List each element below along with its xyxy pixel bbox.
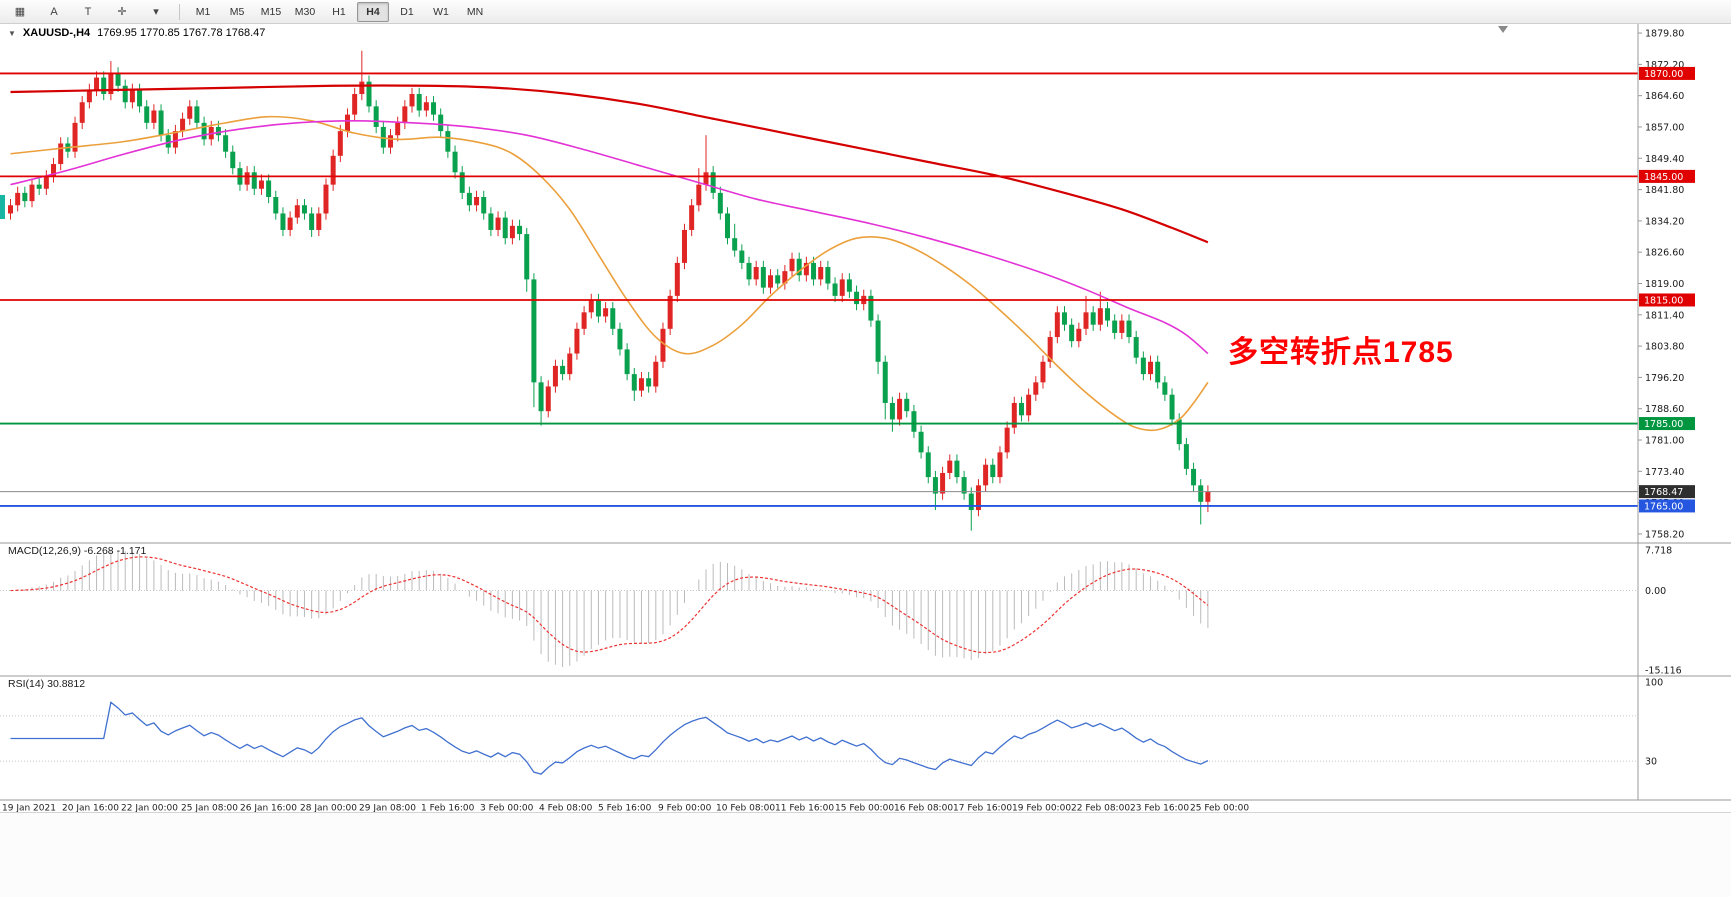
timeframe-button-d1[interactable]: D1 <box>400 5 414 18</box>
chart-region: 1879.80 1872.20 1864.60 1857.00 1849.40 1841.… <box>0 24 1731 812</box>
time-axis-label: 3 Feb 00:00 <box>480 804 534 813</box>
macd-scale-zero: 0.00 <box>1645 586 1666 597</box>
price-axis-label: 1773.40 <box>1645 467 1684 478</box>
top-toolbar: ▦ A T ✛ ▾ M1 M5 M15 M30 H1 H4 D1 W1 MN <box>0 0 1731 24</box>
macd-name: MACD(12,26,9) <box>8 545 81 557</box>
text-label-icon[interactable]: A <box>50 5 58 18</box>
price-axis-label: 1811.40 <box>1645 310 1684 321</box>
price-tag-label: 1845.00 <box>1644 172 1683 183</box>
time-axis-label: 22 Feb 08:00 <box>1071 804 1130 813</box>
macd-histogram <box>17 550 1209 667</box>
time-axis-label: 17 Feb 16:00 <box>953 804 1012 813</box>
price-axis-label: 1879.80 <box>1645 29 1684 40</box>
time-axis-label: 28 Jan 00:00 <box>300 804 357 813</box>
rsi-label: RSI(14) 30.8812 <box>8 678 85 690</box>
time-axis-label: 19 Feb 00:00 <box>1012 804 1071 813</box>
toolbar-icon-group: ▦ A T ✛ ▾ <box>4 2 172 22</box>
ma-magenta-line <box>10 119 1209 355</box>
symbol-name: XAUUSD-,H4 <box>22 27 91 39</box>
toolbar-separator <box>179 3 180 20</box>
time-axis-label: 11 Feb 16:00 <box>775 804 834 813</box>
macd-label: MACD(12,26,9) -6.268 -1.171 <box>8 545 146 557</box>
price-tag <box>1639 417 1695 431</box>
ma-red-line <box>10 84 1209 244</box>
collapse-triangle-icon[interactable]: ▼ <box>8 28 16 38</box>
price-tag <box>1639 499 1695 513</box>
price-axis-label: 1826.60 <box>1645 248 1684 259</box>
time-axis-label: 25 Jan 08:00 <box>181 804 238 813</box>
price-axis-label: 1788.60 <box>1645 404 1684 415</box>
price-axis-label: 1857.00 <box>1645 122 1684 133</box>
time-axis-label: 5 Feb 16:00 <box>598 804 652 813</box>
ohlc-values: 1769.95 1770.85 1767.78 1768.47 <box>97 27 266 39</box>
time-axis-label: 19 Jan 2021 <box>2 804 56 813</box>
price-tag-label: 1870.00 <box>1644 69 1683 80</box>
price-axis-label: 1864.60 <box>1645 91 1684 102</box>
chart-grid-icon[interactable]: ▦ <box>14 6 26 18</box>
macd-scale-max: 7.718 <box>1645 546 1672 557</box>
timeframe-button-w1[interactable]: W1 <box>433 5 449 18</box>
price-axis-label: 1872.20 <box>1645 60 1684 71</box>
rsi-scale-top: 100 <box>1645 678 1663 689</box>
macd-scale-min: -15.116 <box>1645 666 1682 677</box>
symbol-info: ▼ XAUUSD-,H4 1769.95 1770.85 1767.78 176… <box>8 27 265 39</box>
price-axis-label: 1841.80 <box>1645 185 1684 196</box>
time-axis-label: 10 Feb 08:00 <box>716 804 775 813</box>
timeframe-button-m30[interactable]: M30 <box>294 5 316 18</box>
time-axis-label: 29 Jan 08:00 <box>359 804 416 813</box>
price-tag-label: 1785.00 <box>1644 419 1683 430</box>
price-tag <box>1639 485 1695 499</box>
time-axis-label: 22 Jan 00:00 <box>121 804 178 813</box>
time-axis-label: 25 Feb 00:00 <box>1190 804 1249 813</box>
timeframe-button-m1[interactable]: M1 <box>195 5 211 18</box>
chart-shift-marker[interactable] <box>1498 26 1508 33</box>
text-box-icon[interactable]: T <box>84 5 92 18</box>
price-axis-label: 1758.20 <box>1645 529 1684 540</box>
time-axis-label: 15 Feb 00:00 <box>835 804 894 813</box>
time-axis-label: 26 Jan 16:00 <box>240 804 297 813</box>
price-axis-label: 1781.00 <box>1645 436 1684 447</box>
rsi-scale-level: 30 <box>1645 757 1657 768</box>
time-axis-label: 4 Feb 08:00 <box>539 804 593 813</box>
timeframe-button-m15[interactable]: M15 <box>260 5 282 18</box>
timeframe-button-mn[interactable]: MN <box>466 5 484 18</box>
chart-background <box>0 24 1731 812</box>
annotation-text[interactable]: 多空转折点1785 <box>1228 336 1454 369</box>
macd-values: -6.268 -1.171 <box>83 545 147 557</box>
crosshair-icon[interactable]: ✛ <box>117 6 127 18</box>
price-axis[interactable] <box>1639 24 1731 800</box>
rsi-value: 30.8812 <box>47 678 86 690</box>
price-axis-label: 1819.00 <box>1645 279 1684 290</box>
price-axis-label: 1803.80 <box>1645 342 1684 353</box>
timeframe-button-h1[interactable]: H1 <box>332 5 346 18</box>
candles-layer <box>8 50 1211 531</box>
time-axis-label: 9 Feb 00:00 <box>658 804 712 813</box>
price-axis-label: 1796.20 <box>1645 373 1684 384</box>
price-axis-label: 1834.20 <box>1645 216 1684 227</box>
time-axis-label: 20 Jan 16:00 <box>62 804 119 813</box>
macd-signal-line <box>10 556 1209 654</box>
chart-canvas[interactable]: 1879.80 1872.20 1864.60 1857.00 1849.40 1841.… <box>0 24 1731 812</box>
price-tag <box>1639 66 1695 80</box>
time-axis-label: 16 Feb 08:00 <box>894 804 953 813</box>
dropdown-caret-icon[interactable]: ▾ <box>153 6 159 18</box>
time-axis-label: 1 Feb 16:00 <box>421 804 475 813</box>
price-tag <box>1639 169 1695 183</box>
rsi-line <box>10 701 1209 775</box>
left-edge-marker <box>0 195 5 219</box>
timeframe-button-h4[interactable]: H4 <box>357 1 389 22</box>
price-tag-label: 1768.47 <box>1644 487 1683 498</box>
price-tag-label: 1765.00 <box>1644 501 1683 512</box>
time-axis[interactable]: 19 Jan 2021 20 Jan 16:00 22 Jan 00:00 25 Ja… <box>2 804 1249 813</box>
price-axis-label: 1849.40 <box>1645 154 1684 165</box>
rsi-name: RSI(14) <box>8 678 45 690</box>
timeframe-button-m5[interactable]: M5 <box>229 5 245 18</box>
timeframe-button-group: M1 M5 M15 M30 H1 H4 D1 W1 MN <box>187 1 491 22</box>
time-axis-label: 23 Feb 16:00 <box>1130 804 1189 813</box>
price-tag <box>1639 293 1695 307</box>
window-background <box>0 812 1731 897</box>
price-tag-label: 1815.00 <box>1644 295 1683 306</box>
